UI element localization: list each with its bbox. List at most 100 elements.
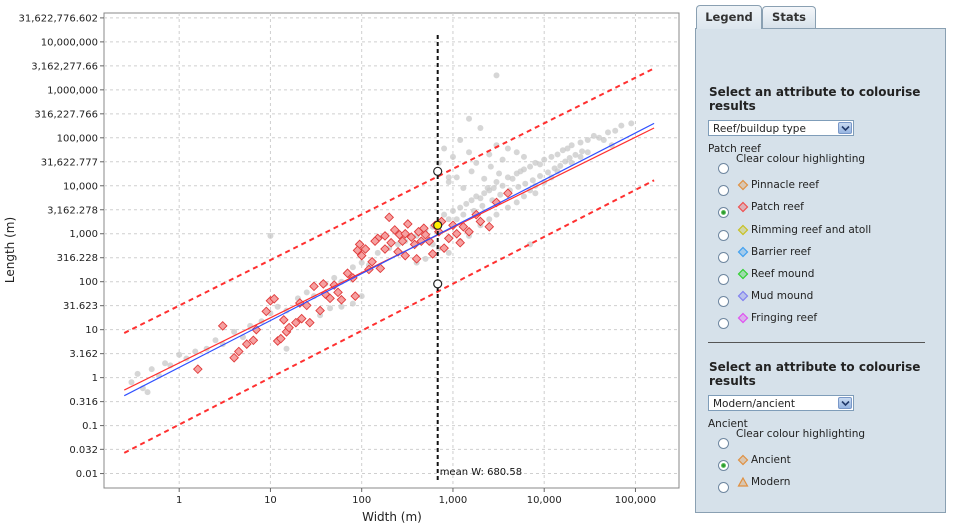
data-point (445, 178, 452, 185)
patch-reef-point (360, 244, 371, 254)
modern-ancient-select-value: Modern/ancient (713, 398, 795, 410)
y-tick-label: 3,162,277.66 (31, 61, 98, 72)
data-point (486, 216, 493, 223)
tab-stats[interactable]: Stats (762, 6, 816, 28)
legend-option-reef-mound[interactable]: Reef mound (718, 268, 938, 286)
patch-reef-point (269, 293, 280, 304)
patch-reef-point (400, 228, 411, 239)
diamond-icon (737, 290, 749, 302)
legend-option-barrier-reef[interactable]: Barrier reef (718, 246, 938, 264)
data-point (449, 207, 456, 214)
data-point (532, 190, 539, 197)
y-tick-label: 3,162.278 (47, 205, 98, 216)
legend-option-label: Pinnacle reef (751, 179, 819, 192)
modern-ancient-select[interactable]: Modern/ancient (708, 395, 854, 411)
radio-button[interactable] (718, 251, 729, 263)
patch-reef-point (278, 315, 289, 325)
data-point (477, 125, 484, 132)
patch-reef-point (386, 237, 396, 248)
y-tick-label: 10,000 (63, 181, 98, 192)
diamond-icon (737, 313, 749, 324)
data-point (527, 163, 534, 170)
patch-reef-point (439, 243, 449, 254)
legend-option-label: Ancient (751, 454, 791, 467)
data-point (283, 345, 290, 352)
legend-option-label: Modern (751, 476, 791, 489)
legend-option-clear-colour-highlighting[interactable]: Clear colour highlighting (718, 428, 938, 450)
data-point (544, 169, 551, 176)
data-point (466, 115, 473, 122)
patch-reef-point (261, 306, 272, 317)
patch-reef-point (448, 220, 458, 231)
reef-type-select[interactable]: Reef/buildup type (708, 120, 854, 136)
y-tick-label: 3.162 (69, 349, 98, 360)
diamond-icon (737, 268, 749, 280)
data-point (481, 190, 488, 197)
data-point (551, 165, 558, 172)
patch-reef-point (233, 346, 244, 357)
patch-reef-point (464, 226, 474, 237)
radio-button[interactable] (718, 229, 729, 241)
patch-reef-point (400, 250, 411, 261)
grid (104, 13, 679, 488)
legend-option-ancient[interactable]: Ancient (718, 454, 938, 472)
patch-reef-point (503, 188, 513, 199)
patch-reef-point (384, 212, 395, 223)
legend-option-fringing-reef[interactable]: Fringing reef (718, 312, 938, 330)
data-point (532, 159, 539, 166)
data-point (513, 149, 520, 156)
legend-option-rimming-reef-and-atoll[interactable]: Rimming reef and atoll (718, 224, 938, 242)
legend-option-label: Patch reef (751, 201, 804, 214)
data-point (449, 153, 456, 160)
radio-button[interactable] (718, 185, 729, 197)
legend-option-pinnacle-reef[interactable]: Pinnacle reef (718, 179, 938, 197)
patch-reef-point (336, 294, 347, 305)
data-point (327, 305, 334, 312)
y-tick-label: 1 (92, 373, 98, 384)
legend-option-clear-colour-highlighting[interactable]: Clear colour highlighting (718, 153, 938, 175)
patch-reef-point (393, 246, 403, 257)
radio-button[interactable] (718, 274, 729, 285)
data-point (460, 184, 467, 191)
data-point (331, 274, 338, 281)
patch-reef-point (367, 256, 377, 267)
y-tick-label: 10 (85, 325, 98, 336)
data-point (499, 156, 506, 163)
data-point (548, 153, 555, 160)
legend-option-patch-reef[interactable]: Patch reef (718, 201, 938, 219)
data-point (349, 300, 356, 307)
radio-button[interactable] (718, 296, 729, 308)
y-tick-label: 31.623 (63, 301, 98, 312)
y-tick-label: 0.01 (76, 469, 98, 480)
diamond-icon (737, 224, 749, 235)
data-point (481, 175, 488, 182)
data-point (484, 184, 491, 191)
mean-marker (433, 220, 443, 230)
radio-button[interactable] (718, 482, 729, 494)
data-point (529, 177, 536, 184)
data-point (522, 180, 529, 187)
legend-option-label: Reef mound (751, 268, 815, 280)
patch-reef-point (342, 268, 353, 279)
data-point (477, 195, 484, 202)
data-point (457, 137, 464, 144)
diamond-icon (737, 454, 749, 466)
radio-button[interactable] (718, 163, 729, 174)
y-tick-label: 10,000,000 (41, 37, 98, 48)
y-tick-label: 100 (79, 277, 98, 288)
radio-button[interactable] (718, 207, 729, 219)
section-divider (708, 342, 925, 343)
y-tick-label: 100,000 (57, 133, 98, 144)
data-point (541, 156, 548, 163)
data-point (520, 166, 527, 173)
patch-reef-point (241, 339, 252, 349)
radio-button[interactable] (718, 318, 729, 330)
x-tick-label: 1,000 (439, 495, 468, 506)
tab-legend[interactable]: Legend (696, 5, 762, 29)
legend-option-mud-mound[interactable]: Mud mound (718, 290, 938, 308)
legend-option-modern[interactable]: Modern (718, 476, 938, 494)
data-point (441, 211, 448, 218)
radio-button[interactable] (718, 460, 729, 472)
data-point (176, 351, 183, 358)
radio-button[interactable] (718, 438, 729, 449)
